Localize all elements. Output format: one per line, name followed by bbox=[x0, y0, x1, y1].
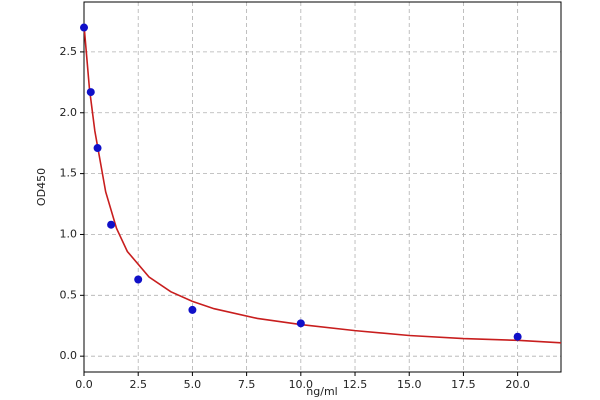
y-axis-label: OD450 bbox=[35, 168, 48, 206]
y-tick-label: 2.0 bbox=[60, 106, 78, 119]
x-tick-label: 7.5 bbox=[238, 378, 256, 391]
data-point bbox=[134, 275, 143, 284]
data-point bbox=[86, 88, 95, 97]
data-point bbox=[93, 144, 102, 153]
fit-curve bbox=[83, 25, 562, 344]
x-tick-label: 17.5 bbox=[451, 378, 476, 391]
x-tick-label: 12.5 bbox=[343, 378, 368, 391]
x-tick-label: 20.0 bbox=[505, 378, 530, 391]
data-point bbox=[188, 305, 197, 314]
x-tick-label: 10.0 bbox=[289, 378, 314, 391]
y-tick-label: 1.5 bbox=[60, 167, 78, 180]
data-point bbox=[296, 319, 305, 328]
data-point bbox=[513, 332, 522, 341]
y-tick-label: 2.5 bbox=[60, 45, 78, 58]
x-tick-label: 15.0 bbox=[397, 378, 422, 391]
x-tick-label: 0.0 bbox=[75, 378, 93, 391]
data-point bbox=[80, 23, 88, 32]
x-axis-label: ng/ml bbox=[306, 385, 337, 398]
x-tick-label: 2.5 bbox=[129, 378, 147, 391]
y-tick-label: 0.0 bbox=[60, 349, 78, 362]
data-point bbox=[107, 220, 116, 229]
x-tick-label: 5.0 bbox=[184, 378, 202, 391]
y-tick-label: 1.0 bbox=[60, 227, 78, 240]
plot-frame bbox=[83, 1, 562, 373]
y-tick-label: 0.5 bbox=[60, 288, 78, 301]
